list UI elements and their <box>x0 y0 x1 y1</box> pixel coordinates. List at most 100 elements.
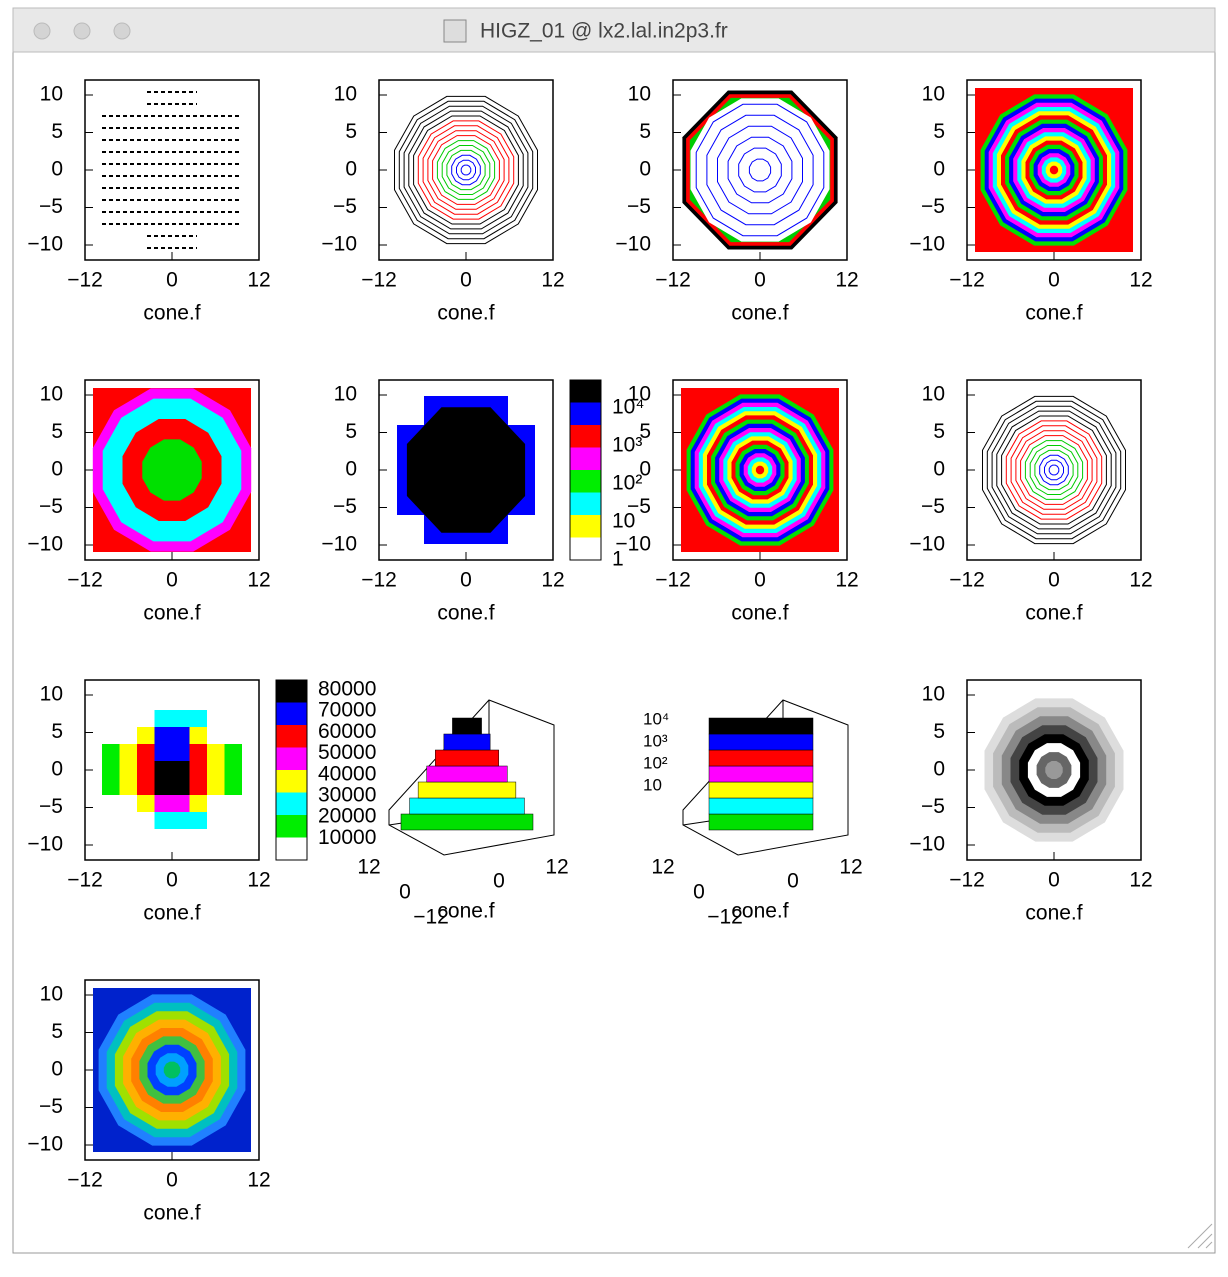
zoom-button[interactable] <box>113 22 131 40</box>
x-tick-label: −12 <box>67 869 103 892</box>
y-tick-label: −10 <box>615 233 651 256</box>
contour-line <box>996 410 1112 530</box>
contour-band <box>755 465 765 475</box>
x-tick-label: 12 <box>1129 569 1152 592</box>
block <box>154 778 172 795</box>
contour-line <box>706 114 814 226</box>
z-tick-label: 10² <box>643 753 668 772</box>
colorbar-cell <box>570 447 601 470</box>
colorbar-cell <box>276 725 307 748</box>
y-tick-label: −10 <box>615 533 651 556</box>
contour-line <box>1005 420 1103 520</box>
block <box>102 744 120 761</box>
x-tick-label: 12 <box>1129 869 1152 892</box>
surface-band <box>443 733 491 751</box>
y-tick-label: 10 <box>922 83 945 106</box>
y-tick-label: −5 <box>39 1095 63 1118</box>
x-tick-label: −12 <box>655 269 691 292</box>
block <box>172 727 190 744</box>
x-tick-label: 12 <box>247 1169 270 1192</box>
contour-line <box>727 136 793 204</box>
y-tick-label: 10 <box>628 83 651 106</box>
y-tick-label: 5 <box>639 120 651 143</box>
y-tick-label: 0 <box>639 158 651 181</box>
x-tick-label: 0 <box>166 1169 178 1192</box>
surface-band <box>417 781 517 799</box>
colorbar-label: 10000 <box>318 826 376 849</box>
surface-band <box>708 813 814 831</box>
x-tick-label: 0 <box>460 569 472 592</box>
x-tick-label: 0 <box>460 269 472 292</box>
y-tick-label: −5 <box>39 795 63 818</box>
contour-band <box>163 1061 181 1079</box>
y-tick-label: −10 <box>909 233 945 256</box>
colorbar-label: 20000 <box>318 805 376 828</box>
x-tick-label: 0 <box>1048 569 1060 592</box>
y-tick-label: 5 <box>51 720 63 743</box>
y-tick-label: 0 <box>639 458 651 481</box>
block <box>102 778 120 795</box>
close-button[interactable] <box>33 22 51 40</box>
block <box>189 761 207 778</box>
y-tick-label: −5 <box>39 195 63 218</box>
contour-line <box>1010 425 1098 515</box>
colorbar-cell <box>276 815 307 838</box>
y-tick-label: −10 <box>27 1133 63 1156</box>
surface-band <box>708 717 814 735</box>
colorbar-frame <box>275 679 308 861</box>
x-tick-label: −12 <box>67 269 103 292</box>
block <box>207 761 225 778</box>
resize-grip[interactable] <box>1187 1223 1213 1249</box>
block <box>406 407 526 533</box>
contour-line <box>417 120 515 220</box>
x-axis-label: cone.f <box>143 1202 200 1225</box>
x-tick-label: 12 <box>1129 269 1152 292</box>
contour-line <box>1034 449 1074 491</box>
colorbar-cell <box>276 837 307 860</box>
x-tick-label: 12 <box>247 869 270 892</box>
minimize-button[interactable] <box>73 22 91 40</box>
axis-3d-label: 12 <box>651 856 674 879</box>
colorbar-cell <box>570 470 601 493</box>
block <box>154 710 172 727</box>
contour-line <box>1044 459 1064 481</box>
surface-band <box>409 797 525 815</box>
block <box>172 795 190 812</box>
axis-3d-label: −12 <box>707 906 743 929</box>
block <box>102 761 120 778</box>
y-tick-label: 5 <box>639 420 651 443</box>
x-axis-label: cone.f <box>1025 902 1082 925</box>
contour-line <box>394 95 538 245</box>
y-tick-label: 5 <box>51 420 63 443</box>
axis-3d-label: −12 <box>413 906 449 929</box>
y-tick-label: 0 <box>933 758 945 781</box>
z-tick-label: 10⁴ <box>643 709 669 728</box>
surface-band <box>708 749 814 767</box>
z-tick-label: 10³ <box>643 731 668 750</box>
contour-line <box>1024 440 1084 500</box>
contour-line <box>432 135 500 205</box>
y-tick-label: −5 <box>921 495 945 518</box>
block <box>119 761 137 778</box>
contour-line <box>456 159 476 181</box>
surface-band <box>452 717 482 735</box>
surface-band <box>708 765 814 783</box>
block <box>189 710 207 727</box>
block <box>154 744 172 761</box>
y-tick-label: 10 <box>40 383 63 406</box>
surface-band <box>708 733 814 751</box>
x-tick-label: 12 <box>541 269 564 292</box>
y-tick-label: 10 <box>628 383 651 406</box>
contour-band <box>162 459 182 481</box>
x-tick-label: 0 <box>1048 269 1060 292</box>
x-axis-label: cone.f <box>731 900 788 923</box>
x-tick-label: 0 <box>166 869 178 892</box>
colorbar-cell <box>276 792 307 815</box>
y-tick-label: 5 <box>345 120 357 143</box>
surface-band <box>708 797 814 815</box>
contour-line <box>717 125 803 215</box>
block <box>224 761 242 778</box>
contour-line <box>1020 435 1088 505</box>
colorbar-cell <box>570 537 601 560</box>
